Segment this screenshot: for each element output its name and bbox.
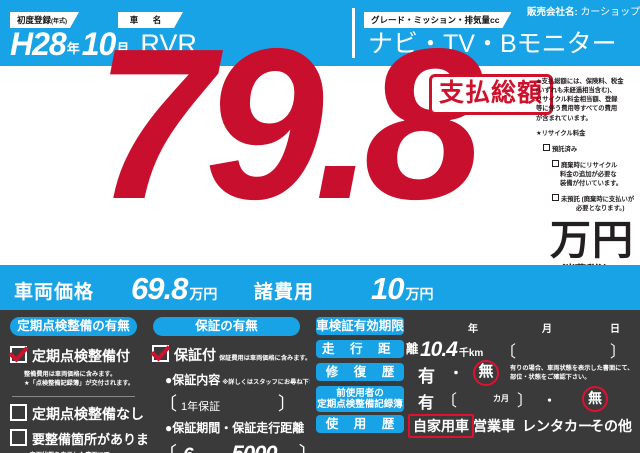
checkbox-icon[interactable] [10,403,27,421]
checkbox-icon[interactable] [10,346,27,363]
warranty-panel: 保証の有無 保証付 保証費用は車両価格に含みます。 ●保証内容 ※詳しくはスタッフに… [147,313,328,453]
prev-bracket-close: 〕 [517,393,534,410]
registration-month-unit: 月 [116,41,130,56]
usage-option-private[interactable]: 自家用車 [408,414,474,438]
shop-name-block: 販売会社名: カーショップリレイト [527,3,640,18]
warranty-content-value-row: 〔 1年保証 〕 [159,390,306,416]
header-divider [352,8,355,58]
header-right: グレード・ミッション・排気量cc 販売会社名: カーショップリレイト ナビ・TV… [352,0,640,66]
tab-registration-sup: (年式) [51,19,68,25]
shaken-day-unit: 日 [610,324,620,335]
vehicle-info-table: 車検証有効期限 年 月 日 走 行 距 離 10.4 千km 〔 〕 修 復 歴 … [310,313,636,450]
usage-selected-value: 自家用車 [408,414,474,438]
inspection-option-with[interactable]: 定期点検整備付 [10,346,143,366]
warranty-content-row: ●保証内容 ※詳しくはスタッフにお尋ね下さい。 [165,373,328,387]
registration-year: H28 [10,26,67,62]
checkbox-icon[interactable] [10,428,27,446]
vehicle-price-value: 69.8 万円 [131,271,218,306]
recycle-option-undeposited: 未預託 (廃棄時に支払いが 必要となります。) [536,194,640,213]
usage-option-rental[interactable]: レンタカー [522,418,592,434]
prev-bracket-open: 〔 [441,393,458,410]
price-inclusion-notes: ★支払総額には、保険料、税金 (いずれも未経過相当含む)、 リサイクル料金相当額… [536,77,640,220]
distance-bracket-close: 〕 [610,344,627,361]
inspection-option-needs-repair[interactable]: 要整備箇所があります [10,428,162,448]
registration-year-unit: 年 [66,41,80,56]
vehicle-price-label: 車両価格 [14,282,95,303]
usage-option-other[interactable]: その他 [590,418,632,434]
prev-option-yes[interactable]: 有 [418,395,435,412]
checkbox-icon[interactable] [543,143,550,151]
repair-no-selected: 無 [473,360,499,386]
shop-name-value: カーショップリレイト [580,7,640,18]
recycle-title: ★リサイクル料金 [536,129,586,137]
repair-option-no[interactable]: 無 [473,360,499,386]
checkbox-icon[interactable] [552,194,559,202]
prev-no-selected: 無 [582,386,608,412]
bracket-open: 〔 [157,444,177,453]
shop-label: 販売会社名: [527,7,578,18]
checkbox-icon[interactable] [552,159,559,167]
registration-month: 10 [81,26,117,62]
warranty-content-value: 1年保証 [181,401,221,413]
details-section: 定期点検整備の有無 定期点検整備付 整備費用は車両価格に含みます。 ★「点検整備… [0,310,640,453]
repair-separator-dot: ・ [449,365,463,381]
prev-separator-dot: ・ [543,393,557,408]
row-label-previous-owner-records: 前使用者の 定期点検整備記録簿 [316,386,404,412]
divider [12,395,135,397]
inspection-repair-note: ★車両状態を表示した書面にて、 部位・状態をご確認下さい。 [24,451,143,453]
warranty-period-distance: 5000 [232,441,278,453]
total-price-area: 79.8 支払総額 万円 (消費税込み) ★支払総額には、保険料、税金 (いずれ… [0,16,640,278]
repair-option-yes[interactable]: 有 [418,367,435,386]
bracket-open: 〔 [159,394,177,414]
warranty-period-label: ●保証期間・保証走行距離 [165,421,305,435]
row-label-usage-history: 使 用 歴 [316,415,404,433]
inspection-panel: 定期点検整備の有無 定期点検整備付 整備費用は車両価格に含みます。 ★「点検整備… [4,313,162,453]
shaken-year-unit: 年 [468,324,478,335]
usage-option-commercial[interactable]: 営業車 [473,418,515,434]
inspection-option-none[interactable]: 定期点検整備なし [10,403,144,424]
prev-months-unit: カ月 [493,394,509,403]
fees-value: 10 万円 [371,271,434,306]
repair-history-note: 有りの場合、車両状態を表示した書面にて、 部位・状態をご確認下さい。 [510,365,634,382]
total-price-unit: 万円 [550,217,634,263]
prev-option-no[interactable]: 無 [582,386,608,412]
shaken-month-unit: 月 [542,324,552,335]
warranty-period-row: 〔6カ月又は5000千km〕 [157,438,319,453]
distance-bracket-open: 〔 [500,344,517,361]
total-price-badge: 支払総額 [429,74,554,115]
row-label-distance: 走 行 距 離 [316,340,418,358]
registration-line: H28年10月 RVR [10,26,197,63]
warranty-title: 保証の有無 [153,317,300,336]
warranty-option-with[interactable]: 保証付 保証費用は車両価格に含みます。 [152,345,311,365]
note-paragraph-1: ★支払総額には、保険料、税金 (いずれも未経過相当含む)、 リサイクル料金相当額… [536,78,624,122]
header-left: 初度登録(年式) 車 名 H28年10月 RVR [0,0,345,66]
tab-grade: グレード・ミッション・排気量cc [364,12,511,28]
distance-unit: 千km [458,348,484,359]
car-name-value: RVR [140,29,197,59]
fees-label: 諸費用 [254,282,315,303]
inspection-subnote: 整備費用は車両価格に含みます。 ★「点検整備記録簿」が交付されます。 [24,371,135,388]
row-label-inspection-expiry: 車検証有効期限 [316,317,404,335]
row-label-repair-history: 修 復 歴 [316,363,404,381]
recycle-option-deposited-sub: 廃棄時にリサイクル 料金の追加が必要な 装備が付いています。 [536,159,640,188]
recycle-option-deposited: 預託済み [536,143,640,154]
grade-text: ナビ・TV・Bモニター [368,30,617,58]
distance-value-block: 10.4 千km [420,338,483,362]
bracket-close: 〕 [299,444,319,453]
inspection-title: 定期点検整備の有無 [10,317,137,336]
tab-registration: 初度登録(年式) [10,12,79,28]
warranty-period-months: 6 [177,445,200,453]
header-bar: 初度登録(年式) 車 名 H28年10月 RVR グレード・ミッション・排気量cc… [0,0,640,66]
bracket-close: 〕 [278,394,296,414]
checkbox-icon[interactable] [152,345,169,362]
tab-carname: 車 名 [118,12,183,28]
distance-value: 10.4 [420,338,458,361]
